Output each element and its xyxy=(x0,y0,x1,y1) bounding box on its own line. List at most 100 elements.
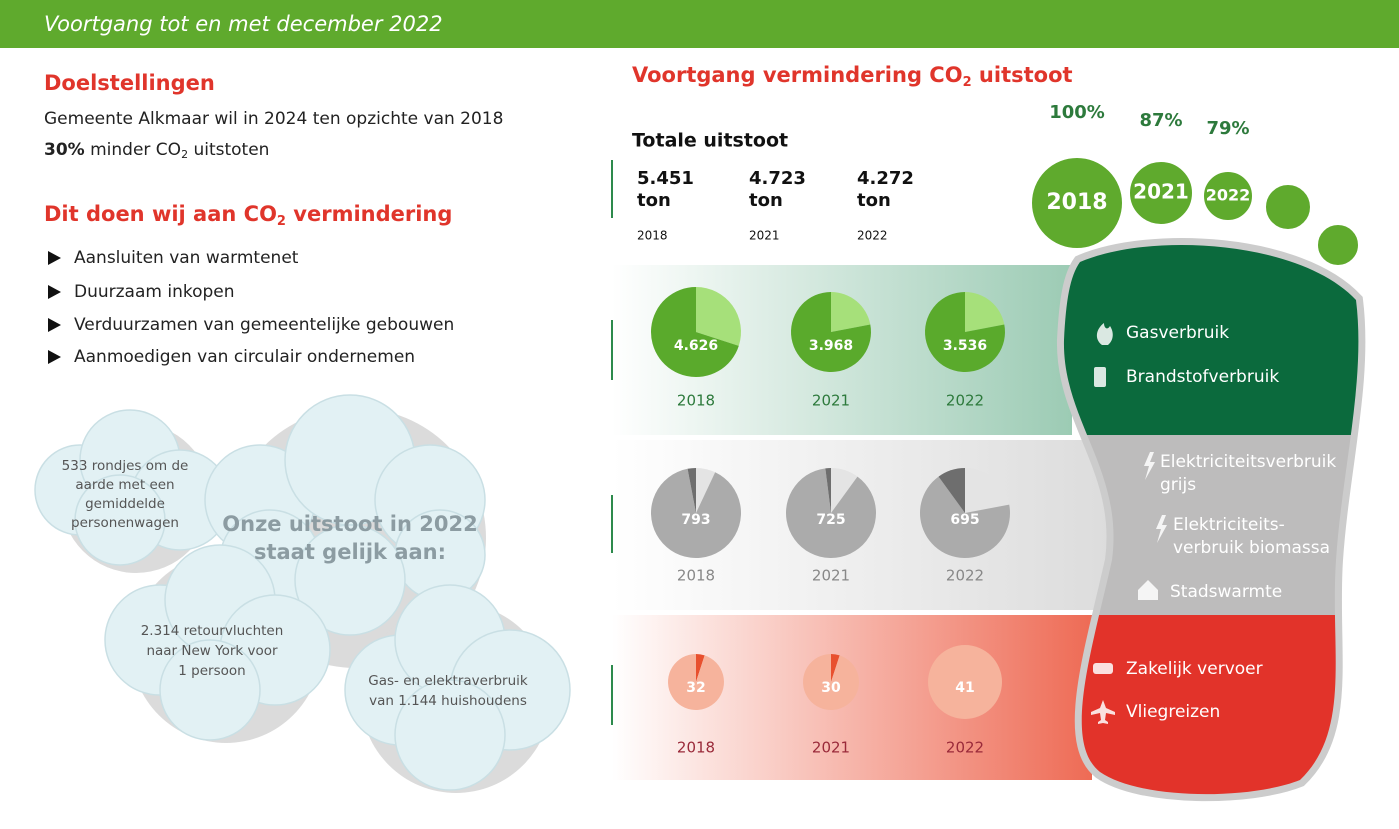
sole-transport xyxy=(1063,615,1359,795)
legend-entry: Elektriciteits- xyxy=(1173,515,1285,535)
actions-heading: Dit doen wij aan CO2 vermindering xyxy=(44,202,452,232)
bullet xyxy=(48,350,61,364)
pie-slice xyxy=(831,292,871,332)
toe xyxy=(1260,179,1316,235)
header-title: Voortgang tot en met december 2022 xyxy=(44,12,443,36)
toe-percent: 87% xyxy=(1139,110,1182,131)
pie-label: 30 xyxy=(821,680,841,696)
pie-year: 2018 xyxy=(677,392,715,410)
car-icon xyxy=(1093,663,1113,674)
pie-label: 725 xyxy=(816,512,845,528)
bullet xyxy=(48,285,61,299)
toe-percent: 100% xyxy=(1049,102,1105,123)
heading-part: vermindering xyxy=(293,202,452,226)
cloud-fact: 533 rondjes om de xyxy=(62,458,189,474)
pie-slice xyxy=(965,292,1005,332)
pie-year: 2022 xyxy=(946,392,984,410)
pie-label: 3.536 xyxy=(943,338,987,354)
pie-slice xyxy=(696,287,742,346)
pie-slice xyxy=(786,468,876,559)
plane-icon xyxy=(1091,700,1115,724)
pie-slice xyxy=(651,468,742,559)
pie-slice xyxy=(802,654,859,710)
heading-part: Dit doen wij aan CO xyxy=(44,202,277,226)
legend-entry: Gasverbruik xyxy=(1126,323,1229,343)
legend-entry: Brandstofverbruik xyxy=(1126,367,1279,387)
total-year: 2022 xyxy=(857,229,888,243)
legend-entry: grijs xyxy=(1160,475,1196,495)
cloud-fact: personenwagen xyxy=(71,515,179,531)
goal-text: minder CO xyxy=(90,140,181,160)
toe xyxy=(1312,219,1364,271)
house-icon xyxy=(1138,580,1158,600)
pie-slice xyxy=(650,287,739,377)
clouds xyxy=(34,394,571,793)
legend-entry: Stadswarmte xyxy=(1170,582,1282,602)
pie-year: 2018 xyxy=(677,567,715,585)
pie-year: 2022 xyxy=(946,567,984,585)
title-part: uitstoot xyxy=(979,63,1073,87)
goals-text: 30% minder CO2 uitstoten xyxy=(44,140,269,165)
pie-slice xyxy=(825,468,831,513)
cloud-headline: staat gelijk aan: xyxy=(254,540,446,564)
total-year: 2018 xyxy=(637,229,668,243)
total-heading: Totale uitstoot xyxy=(632,130,788,152)
goals-text: Gemeente Alkmaar wil in 2024 ten opzicht… xyxy=(44,109,503,129)
bolt-icon xyxy=(1156,515,1167,543)
toe-year: 2021 xyxy=(1133,180,1189,204)
toe xyxy=(1124,156,1198,230)
goal-text: uitstoten xyxy=(193,140,269,160)
action-item: Duurzaam inkopen xyxy=(74,282,235,302)
subscript: 2 xyxy=(277,214,286,229)
pie-slice xyxy=(831,654,840,682)
flame-icon xyxy=(1096,323,1113,345)
bolt-icon xyxy=(1144,452,1155,480)
pie-year: 2021 xyxy=(812,392,850,410)
footprint xyxy=(1026,152,1366,802)
pie-slice xyxy=(925,292,1005,373)
pie-label: 695 xyxy=(950,512,979,528)
pie-slice xyxy=(696,654,705,682)
action-item: Verduurzamen van gemeentelijke gebouwen xyxy=(74,315,454,335)
total-year: 2021 xyxy=(749,229,780,243)
toe xyxy=(1026,152,1128,254)
fuel-icon xyxy=(1094,367,1106,387)
toe xyxy=(1198,166,1258,226)
pie-slice xyxy=(965,468,1010,513)
goals-heading: Doelstellingen xyxy=(44,71,215,95)
pie-year: 2021 xyxy=(812,567,850,585)
title-part: Voortgang vermindering CO xyxy=(632,63,963,87)
pie-slice xyxy=(938,468,965,513)
pie-label: 793 xyxy=(681,512,710,528)
cloud-fact: naar New York voor xyxy=(146,643,278,659)
pie-slice xyxy=(696,468,716,513)
pie-year: 2022 xyxy=(946,739,984,757)
subscript: 2 xyxy=(181,148,188,161)
pie-year: 2021 xyxy=(812,739,850,757)
cloud-fact: Gas- en elektraverbruik xyxy=(368,673,528,689)
pie-slice xyxy=(831,468,858,513)
cloud-fact: van 1.144 huishoudens xyxy=(369,693,527,709)
action-item: Aanmoedigen van circulair ondernemen xyxy=(74,347,415,367)
bullet xyxy=(48,251,61,265)
sole-gas xyxy=(1063,245,1359,435)
header-bar xyxy=(0,0,1399,48)
cloud-fact: gemiddelde xyxy=(85,496,165,512)
pie-slice xyxy=(791,292,871,373)
subscript: 2 xyxy=(963,75,972,90)
legend-entry: Elektriciteitsverbruik xyxy=(1160,452,1336,472)
pie-label: 3.968 xyxy=(809,338,853,354)
goal-percent: 30% xyxy=(44,140,85,160)
legend-entry: Vliegreizen xyxy=(1126,702,1220,722)
pie-slice xyxy=(667,654,724,710)
total-unit: ton xyxy=(857,190,891,211)
pie-year: 2018 xyxy=(677,739,715,757)
total-unit: ton xyxy=(637,190,671,211)
total-amount: 5.451 xyxy=(637,168,694,189)
cloud-headline: Onze uitstoot in 2022 xyxy=(222,512,477,536)
progress-title: Voortgang vermindering CO2 uitstoot xyxy=(632,63,1073,93)
pie-label: 41 xyxy=(955,680,974,696)
toe-year: 2018 xyxy=(1046,190,1107,215)
cloud-fact: aarde met een xyxy=(75,477,174,493)
